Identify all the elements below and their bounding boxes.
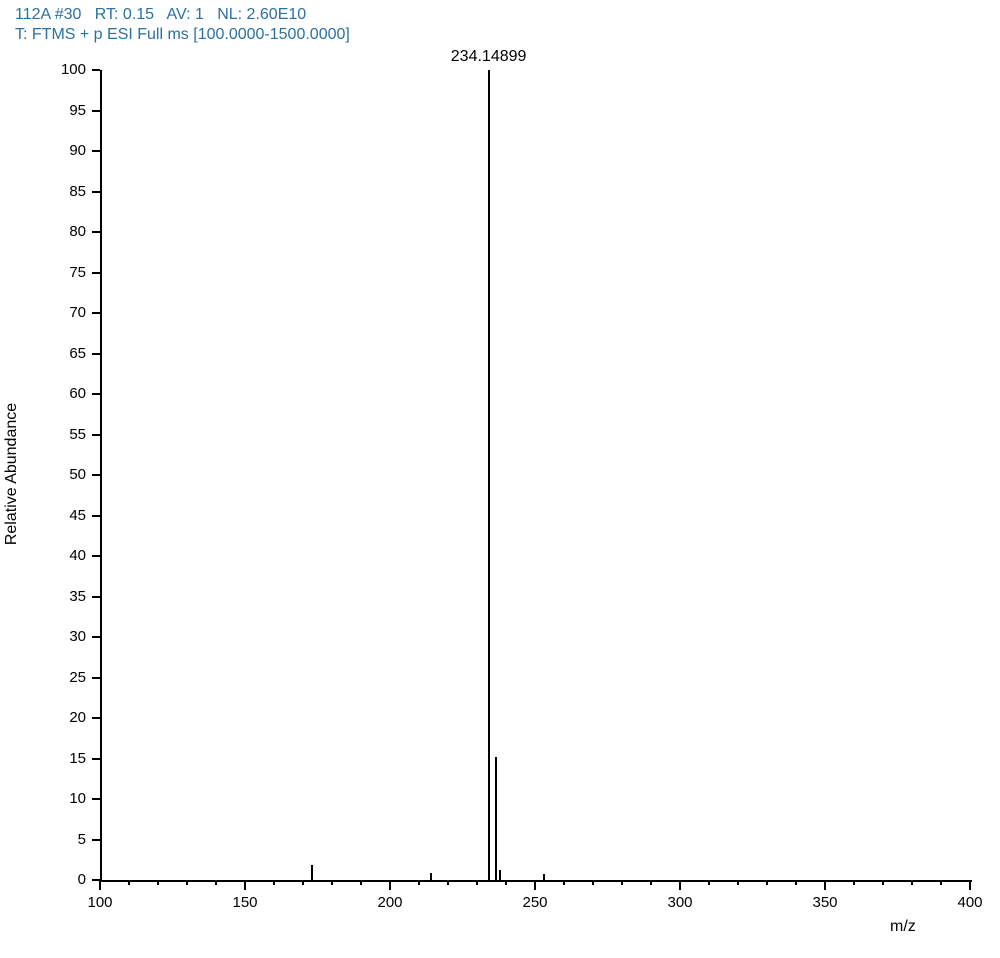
y-tick-label: 20 <box>46 709 86 726</box>
x-tick-minor <box>853 880 855 885</box>
x-tick-minor <box>505 880 507 885</box>
y-tick <box>92 312 100 314</box>
x-tick-minor <box>650 880 652 885</box>
x-tick-minor <box>302 880 304 885</box>
x-tick-minor <box>215 880 217 885</box>
y-tick-label: 65 <box>46 345 86 362</box>
x-tick-label: 200 <box>370 894 410 911</box>
y-tick <box>92 110 100 112</box>
x-tick-minor <box>447 880 449 885</box>
chart-container: 112A #30 RT: 0.15 AV: 1 NL: 2.60E10 T: F… <box>0 0 1000 958</box>
y-tick <box>92 434 100 436</box>
y-tick <box>92 393 100 395</box>
x-tick-minor <box>128 880 130 885</box>
mass-peak <box>430 873 432 880</box>
mass-peak <box>499 870 501 880</box>
x-tick-label: 350 <box>805 894 845 911</box>
y-tick-label: 0 <box>46 871 86 888</box>
x-tick-major <box>99 880 101 890</box>
x-tick-label: 300 <box>660 894 700 911</box>
y-tick <box>92 555 100 557</box>
y-tick-label: 60 <box>46 385 86 402</box>
y-tick <box>92 758 100 760</box>
y-tick <box>92 636 100 638</box>
x-tick-minor <box>795 880 797 885</box>
x-tick-major <box>824 880 826 890</box>
x-axis-label: m/z <box>890 918 916 936</box>
x-tick-minor <box>273 880 275 885</box>
x-tick-minor <box>737 880 739 885</box>
y-tick-label: 5 <box>46 831 86 848</box>
x-tick-label: 100 <box>80 894 120 911</box>
y-tick <box>92 677 100 679</box>
y-tick <box>92 272 100 274</box>
y-tick-label: 75 <box>46 264 86 281</box>
y-tick <box>92 798 100 800</box>
x-tick-major <box>534 880 536 890</box>
y-tick-label: 95 <box>46 102 86 119</box>
y-tick-label: 70 <box>46 304 86 321</box>
header-line-1: 112A #30 RT: 0.15 AV: 1 NL: 2.60E10 <box>15 6 306 24</box>
x-tick-label: 400 <box>950 894 990 911</box>
y-tick-label: 85 <box>46 183 86 200</box>
y-tick <box>92 231 100 233</box>
x-tick-minor <box>621 880 623 885</box>
x-tick-minor <box>940 880 942 885</box>
x-tick-major <box>679 880 681 890</box>
y-tick <box>92 717 100 719</box>
y-tick <box>92 839 100 841</box>
y-tick <box>92 474 100 476</box>
y-tick-label: 45 <box>46 507 86 524</box>
x-tick-minor <box>882 880 884 885</box>
x-tick-minor <box>186 880 188 885</box>
x-tick-minor <box>592 880 594 885</box>
mass-peak <box>311 865 313 880</box>
y-tick <box>92 515 100 517</box>
y-tick <box>92 353 100 355</box>
y-tick-label: 35 <box>46 588 86 605</box>
y-tick-label: 25 <box>46 669 86 686</box>
y-tick-label: 80 <box>46 223 86 240</box>
x-tick-minor <box>708 880 710 885</box>
peak-label: 234.14899 <box>451 48 527 66</box>
mass-peak <box>488 70 490 880</box>
y-tick-label: 100 <box>46 61 86 78</box>
x-tick-minor <box>911 880 913 885</box>
y-tick-label: 55 <box>46 426 86 443</box>
x-tick-minor <box>157 880 159 885</box>
x-tick-minor <box>331 880 333 885</box>
y-tick-label: 90 <box>46 142 86 159</box>
x-tick-major <box>969 880 971 890</box>
x-tick-minor <box>360 880 362 885</box>
x-tick-minor <box>563 880 565 885</box>
y-tick-label: 10 <box>46 790 86 807</box>
y-tick <box>92 191 100 193</box>
y-tick <box>92 596 100 598</box>
y-tick-label: 30 <box>46 628 86 645</box>
x-tick-major <box>389 880 391 890</box>
x-tick-minor <box>766 880 768 885</box>
y-tick-label: 50 <box>46 466 86 483</box>
header-line-2: T: FTMS + p ESI Full ms [100.0000-1500.0… <box>15 26 350 44</box>
x-tick-major <box>244 880 246 890</box>
plot-area <box>100 70 972 882</box>
y-tick <box>92 69 100 71</box>
x-tick-label: 250 <box>515 894 555 911</box>
y-tick <box>92 150 100 152</box>
y-tick-label: 40 <box>46 547 86 564</box>
mass-peak <box>543 874 545 880</box>
mass-peak <box>495 757 497 880</box>
x-tick-minor <box>418 880 420 885</box>
x-tick-minor <box>476 880 478 885</box>
y-tick-label: 15 <box>46 750 86 767</box>
y-axis-label: Relative Abundance <box>3 394 21 554</box>
x-tick-label: 150 <box>225 894 265 911</box>
